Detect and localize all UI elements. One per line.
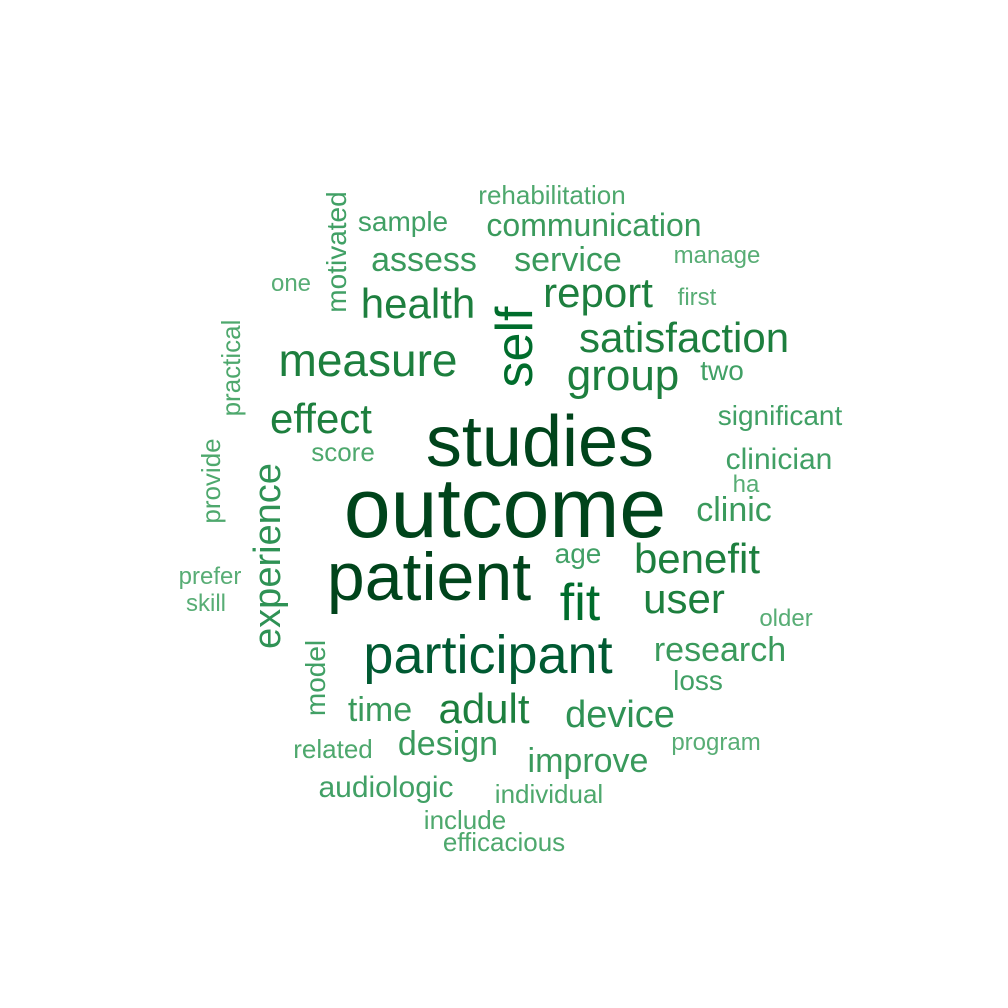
word-model: model bbox=[300, 639, 331, 717]
word-self: self bbox=[486, 306, 544, 388]
word-measure: measure bbox=[278, 334, 458, 386]
word-research: research bbox=[653, 631, 787, 669]
word-one: one bbox=[270, 270, 312, 297]
word-report: report bbox=[543, 269, 653, 316]
word-user: user bbox=[643, 575, 725, 622]
word-clinician: clinician bbox=[725, 443, 833, 476]
word-assess: assess bbox=[371, 241, 477, 279]
word-communication: communication bbox=[486, 207, 702, 243]
word-older: older bbox=[759, 605, 813, 632]
word-ha: ha bbox=[732, 471, 760, 498]
word-sample: sample bbox=[357, 206, 449, 237]
word-studies: studies bbox=[425, 402, 655, 482]
word-individual: individual bbox=[494, 779, 604, 809]
word-group: group bbox=[566, 351, 680, 400]
word-prefer: prefer bbox=[178, 563, 242, 590]
word-age: age bbox=[554, 538, 602, 569]
word-two: two bbox=[700, 355, 744, 386]
word-program: program bbox=[671, 729, 761, 756]
word-first: first bbox=[677, 284, 717, 311]
word-time: time bbox=[347, 691, 413, 729]
word-outcome: outcome bbox=[343, 461, 667, 555]
word-adult: adult bbox=[438, 685, 530, 732]
word-score: score bbox=[311, 437, 375, 467]
word-benefit: benefit bbox=[633, 535, 761, 582]
word-service: service bbox=[514, 241, 622, 279]
word-clinic: clinic bbox=[696, 491, 772, 529]
word-audiologic: audiologic bbox=[318, 771, 454, 804]
word-health: health bbox=[360, 280, 476, 327]
word-efficacious: efficacious bbox=[442, 827, 566, 857]
word-practical: practical bbox=[216, 319, 246, 417]
word-effect: effect bbox=[270, 395, 372, 442]
word-provide: provide bbox=[196, 438, 226, 524]
word-participant: participant bbox=[363, 625, 613, 685]
word-manage: manage bbox=[673, 242, 761, 269]
word-include: include bbox=[423, 805, 507, 835]
word-motivated: motivated bbox=[321, 191, 352, 313]
word-experience: experience bbox=[247, 463, 289, 649]
word-improve: improve bbox=[527, 742, 649, 780]
word-related: related bbox=[293, 734, 373, 764]
word-skill: skill bbox=[186, 590, 226, 617]
word-significant: significant bbox=[717, 400, 843, 431]
word-loss: loss bbox=[673, 665, 723, 696]
word-patient: patient bbox=[326, 539, 532, 615]
word-design: design bbox=[397, 725, 499, 763]
word-satisfaction: satisfaction bbox=[578, 314, 790, 361]
word-rehabilitation: rehabilitation bbox=[478, 180, 626, 210]
word-device: device bbox=[565, 694, 675, 736]
word-fit: fit bbox=[559, 574, 601, 632]
